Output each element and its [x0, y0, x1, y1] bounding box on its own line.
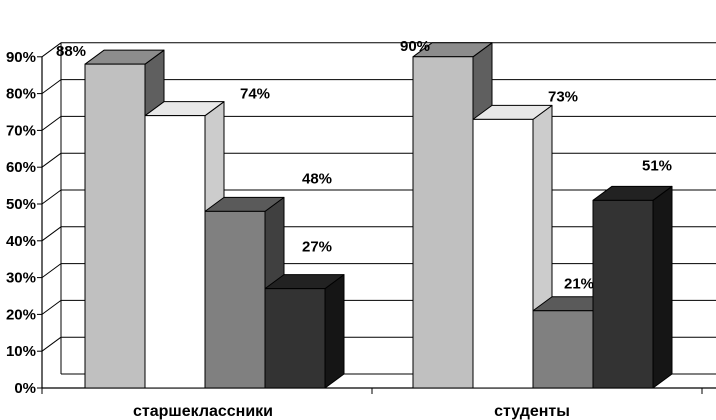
gridline-side	[41, 226, 62, 242]
bar	[532, 310, 594, 389]
bar	[264, 288, 326, 389]
y-tick-label: 70%	[6, 122, 36, 139]
bars-layer	[84, 42, 673, 389]
bar-side	[324, 274, 345, 389]
bar	[204, 210, 266, 389]
bar	[472, 118, 534, 389]
gridline-side	[41, 115, 62, 131]
bar	[84, 63, 146, 389]
data-label: 88%	[56, 43, 86, 60]
data-label: 51%	[642, 157, 672, 174]
gridline-side	[41, 152, 62, 168]
gridline-side	[41, 263, 62, 279]
y-tick-label: 60%	[6, 159, 36, 176]
category-label: студенты	[494, 403, 570, 420]
data-label: 27%	[302, 239, 332, 256]
y-tick-label: 20%	[6, 306, 36, 323]
data-label: 48%	[302, 170, 332, 187]
bar-side	[652, 185, 673, 389]
y-tick-label: 10%	[6, 343, 36, 360]
gridline-side	[41, 42, 62, 58]
data-label: 73%	[548, 88, 578, 105]
labels-layer: 88% 74% 48% 27% 90% 73% 21% 51%	[56, 38, 672, 293]
y-tick-label: 90%	[6, 49, 36, 66]
y-tick-label: 30%	[6, 270, 36, 287]
y-tick-label: 0%	[14, 380, 36, 397]
bar	[592, 199, 654, 389]
data-label: 90%	[400, 38, 430, 55]
y-tick-label: 40%	[6, 233, 36, 250]
gridline-side	[41, 79, 62, 95]
bar	[412, 56, 474, 389]
data-label: 74%	[240, 86, 270, 103]
gridline-side	[41, 336, 62, 352]
category-label: старшеклассники	[133, 403, 273, 420]
bar	[144, 115, 206, 389]
gridline-side	[41, 299, 62, 315]
gridline-side	[41, 189, 62, 205]
y-tick-label: 80%	[6, 86, 36, 103]
data-label: 21%	[564, 276, 594, 293]
y-tick-label: 50%	[6, 196, 36, 213]
